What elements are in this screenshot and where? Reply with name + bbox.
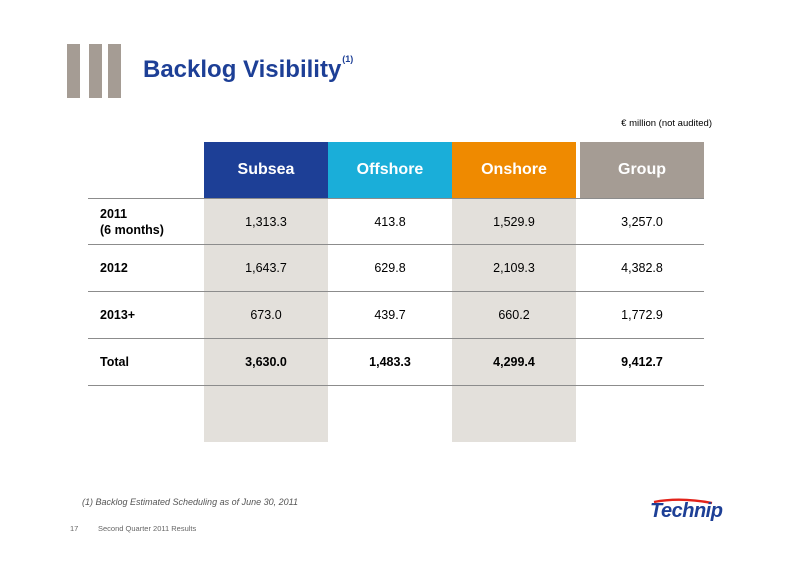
row-label-line: 2011 (100, 206, 128, 221)
title-bar (89, 44, 102, 98)
cell-onshore: 660.2 (498, 308, 530, 322)
table-row: 2011 (6 months) 1,313.3 413.8 1,529.9 3,… (88, 199, 704, 244)
row-divider (88, 198, 704, 199)
page-title: Backlog Visibility(1) (143, 54, 354, 84)
cell-offshore: 439.7 (374, 308, 406, 322)
cell-subsea: 3,630.0 (245, 355, 287, 369)
cell-group: 4,382.8 (621, 261, 663, 275)
title-bar (67, 44, 80, 98)
title-bars-graphic (67, 44, 129, 98)
row-label: 2013+ (100, 308, 136, 322)
title-footnote-marker: (1) (342, 54, 354, 64)
cell-onshore: 2,109.3 (493, 261, 535, 275)
cell-subsea: 1,643.7 (245, 261, 287, 275)
row-divider (88, 244, 704, 245)
cell-offshore: 413.8 (374, 214, 406, 229)
technip-logo: Technip (646, 498, 728, 528)
row-label: 2012 (100, 261, 128, 275)
cell-offshore: 629.8 (374, 261, 406, 275)
row-divider (88, 291, 704, 292)
column-bg-subsea (204, 198, 328, 442)
logo-swoosh-icon (653, 498, 713, 505)
header-group: Group (580, 142, 704, 198)
title-bar (108, 44, 121, 98)
header-onshore: Onshore (452, 142, 576, 198)
cell-group: 9,412.7 (621, 355, 663, 369)
units-note: € million (not audited) (621, 118, 712, 129)
table-row: 2012 1,643.7 629.8 2,109.3 4,382.8 (88, 245, 704, 291)
cell-group: 1,772.9 (621, 308, 663, 322)
logo-text: Technip (650, 500, 723, 522)
cell-group: 3,257.0 (621, 214, 663, 229)
title-text: Backlog Visibility (143, 56, 342, 83)
cell-onshore: 1,529.9 (493, 214, 535, 229)
row-divider (88, 338, 704, 339)
table-row: 2013+ 673.0 439.7 660.2 1,772.9 (88, 292, 704, 338)
cell-subsea: 673.0 (250, 308, 282, 322)
cell-offshore: 1,483.3 (369, 355, 411, 369)
row-divider (88, 385, 704, 386)
footnote: (1) Backlog Estimated Scheduling as of J… (82, 497, 298, 507)
row-label: Total (100, 355, 129, 369)
header-offshore: Offshore (328, 142, 452, 198)
row-label-line: (6 months) (100, 222, 164, 237)
header-subsea: Subsea (204, 142, 328, 198)
cell-onshore: 4,299.4 (493, 355, 535, 369)
footer-text: Second Quarter 2011 Results (98, 524, 197, 533)
cell-subsea: 1,313.3 (245, 214, 287, 229)
column-bg-onshore (452, 198, 576, 442)
page-number: 17 (70, 524, 79, 533)
row-label: 2011 (6 months) (100, 206, 164, 238)
table-row-total: Total 3,630.0 1,483.3 4,299.4 9,412.7 (88, 339, 704, 385)
